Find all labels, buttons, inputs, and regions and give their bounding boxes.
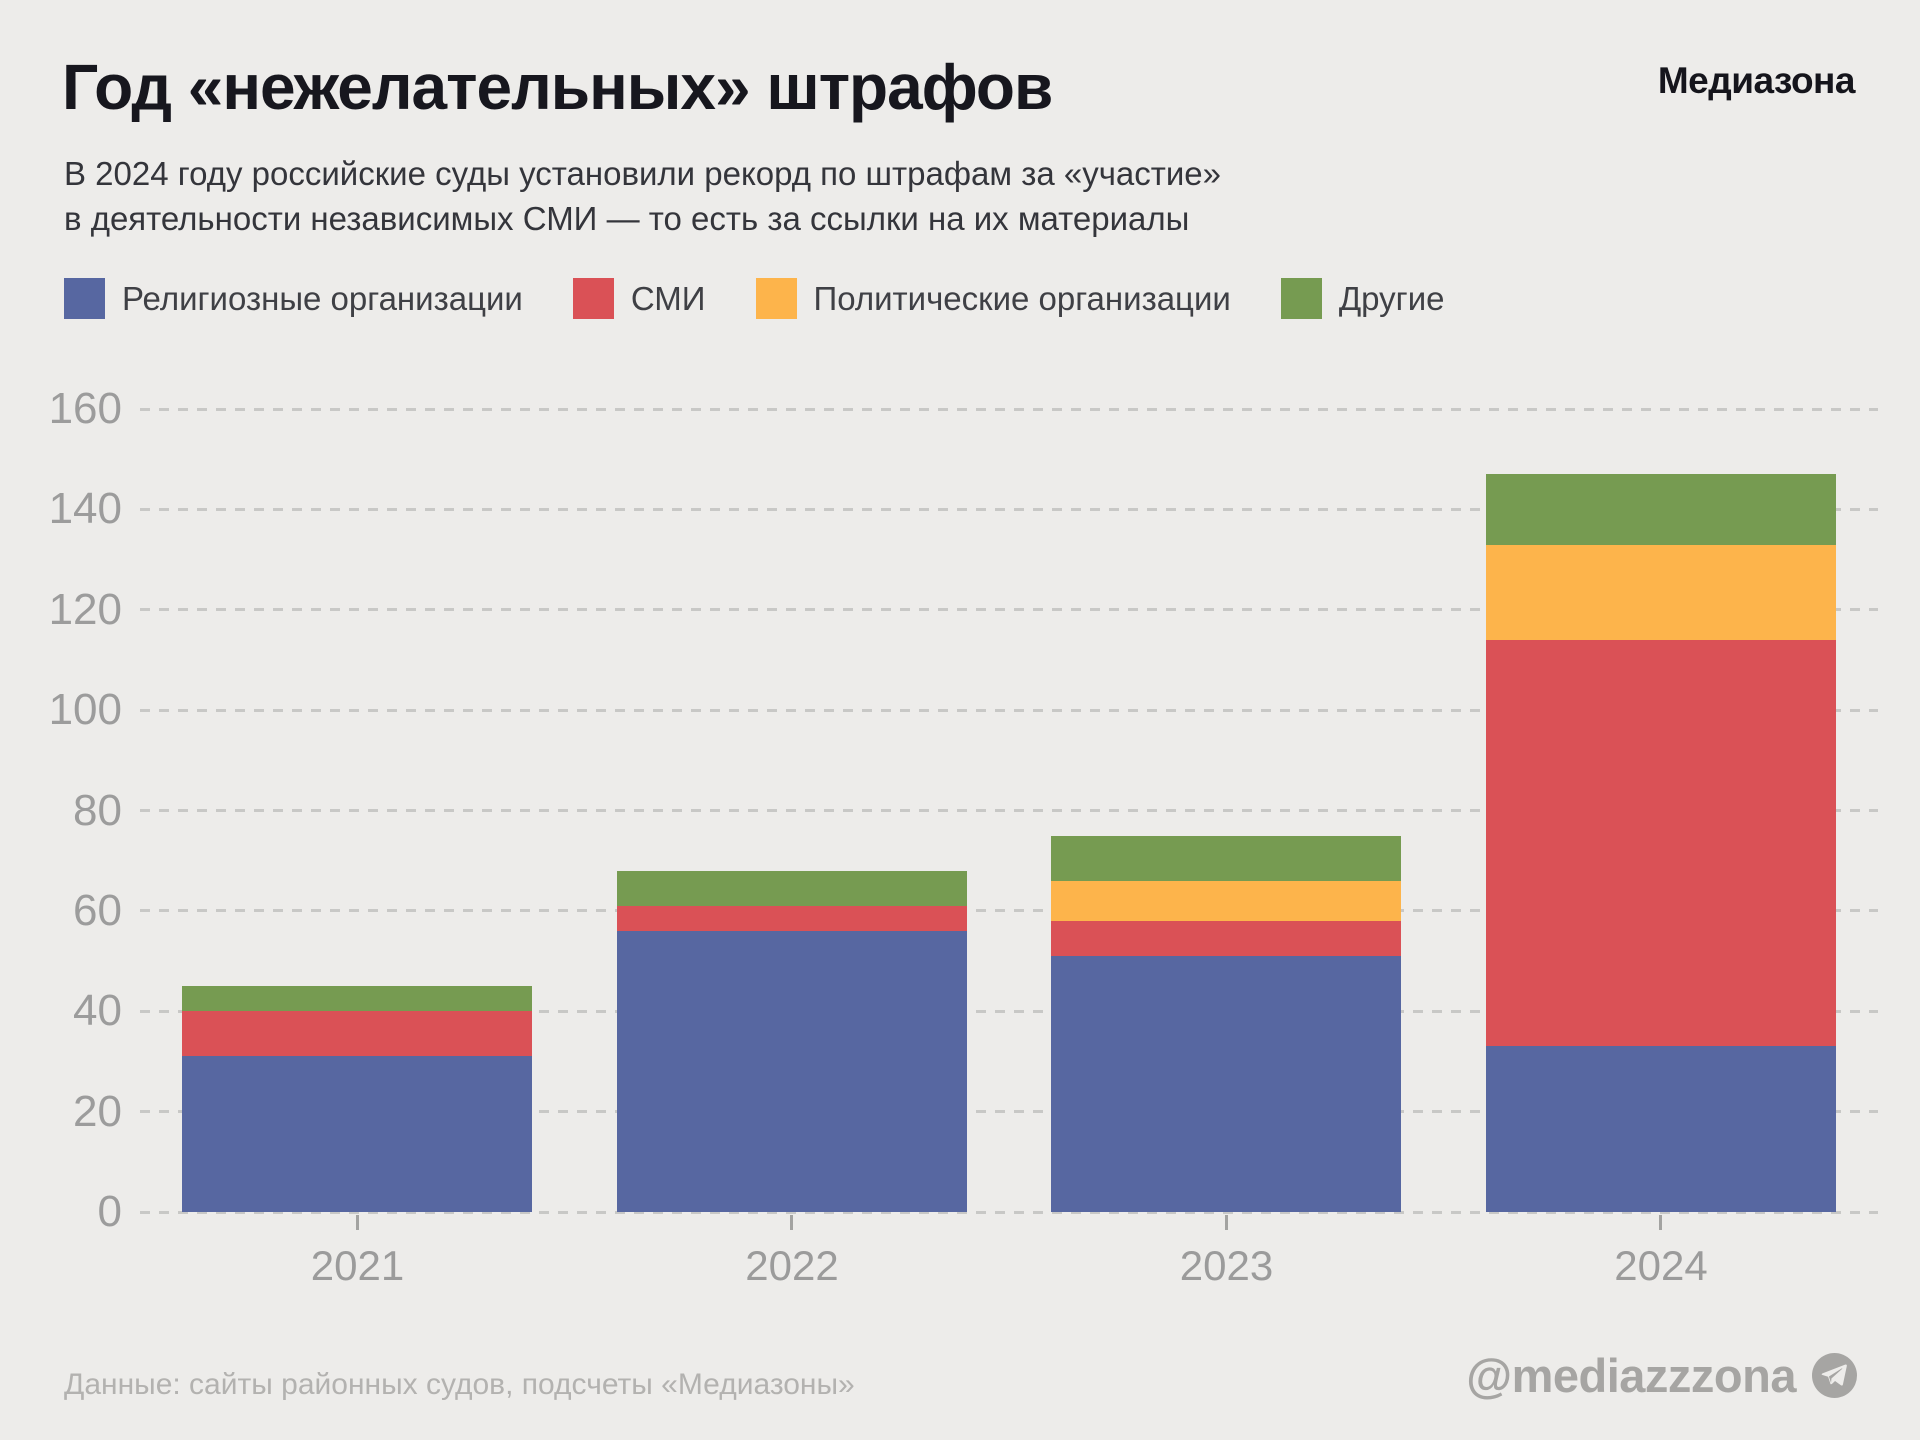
gridline: [140, 608, 1878, 612]
legend-swatch: [1280, 278, 1322, 319]
legend-item: Другие: [1280, 278, 1445, 319]
bar-segment: [182, 1056, 533, 1212]
x-axis-label: 2023: [1179, 1242, 1274, 1289]
x-axis-label: 2024: [1614, 1242, 1708, 1289]
gridline: [140, 507, 1878, 511]
y-axis-label: 140: [48, 484, 122, 534]
legend-item: Политические организации: [755, 278, 1231, 319]
axis-tick: [355, 1215, 359, 1230]
legend-label: Религиозные организации: [122, 279, 523, 317]
legend-item: СМИ: [572, 278, 706, 319]
bar-2024: [1485, 474, 1836, 1212]
subtitle-line-1: В 2024 году российские суды установили р…: [64, 155, 1221, 192]
gridline: [140, 407, 1878, 411]
social-handle-text: @mediazzzona: [1466, 1349, 1796, 1402]
y-axis-label: 60: [73, 885, 122, 935]
bar-segment: [616, 870, 967, 906]
bar-segment: [616, 905, 967, 931]
axis-tick: [1659, 1215, 1663, 1230]
bar-segment: [616, 930, 967, 1212]
bar-segment: [1485, 639, 1836, 1047]
subtitle: В 2024 году российские суды установили р…: [64, 151, 1221, 241]
bar-2021: [182, 986, 533, 1212]
y-axis-label: 120: [48, 584, 122, 634]
y-axis-label: 40: [73, 986, 122, 1036]
bar-segment: [1051, 880, 1402, 921]
gridline: [140, 1110, 1878, 1114]
bar-segment: [182, 1011, 533, 1057]
y-axis-label: 100: [48, 685, 122, 735]
bar-segment: [182, 986, 533, 1012]
legend-item: Религиозные организации: [64, 278, 523, 319]
page-title: Год «нежелательных» штрафов: [62, 51, 1053, 123]
legend-swatch: [572, 278, 614, 319]
legend-swatch: [64, 278, 105, 319]
gridline: [140, 1210, 1878, 1214]
bar-segment: [1485, 1046, 1836, 1212]
bar-2022: [616, 870, 967, 1212]
gridline: [140, 909, 1878, 913]
data-source: Данные: сайты районных судов, подсчеты «…: [64, 1368, 855, 1401]
y-axis-label: 0: [97, 1187, 122, 1236]
x-axis-label: 2021: [310, 1242, 405, 1289]
bar-2023: [1051, 835, 1402, 1212]
legend-label: СМИ: [630, 279, 706, 317]
subtitle-line-2: в деятельности независимых СМИ — то есть…: [64, 200, 1190, 237]
gridline: [140, 809, 1878, 812]
social-handle: @mediazzzona: [1466, 1348, 1857, 1403]
y-axis-label: 20: [73, 1086, 122, 1136]
brand-logo: Медиазона: [1657, 60, 1856, 101]
gridline: [140, 1009, 1878, 1013]
x-axis-label: 2022: [745, 1242, 839, 1289]
plot-area: [140, 407, 1878, 1214]
axis-tick: [790, 1215, 794, 1230]
y-axis-label: 160: [48, 384, 122, 433]
legend-swatch: [755, 278, 797, 319]
legend-label: Политические организации: [813, 279, 1231, 317]
telegram-icon: [1812, 1353, 1857, 1398]
bar-segment: [1051, 956, 1402, 1212]
gridline: [140, 708, 1878, 712]
bar-segment: [1051, 920, 1402, 957]
bar-segment: [1051, 835, 1402, 881]
legend: Религиозные организации СМИ Политические о…: [64, 278, 1444, 319]
bar-segment: [1485, 474, 1836, 545]
axis-tick: [1224, 1215, 1228, 1230]
legend-label: Другие: [1338, 279, 1445, 317]
y-axis-label: 80: [73, 785, 122, 835]
bar-segment: [1485, 544, 1836, 640]
